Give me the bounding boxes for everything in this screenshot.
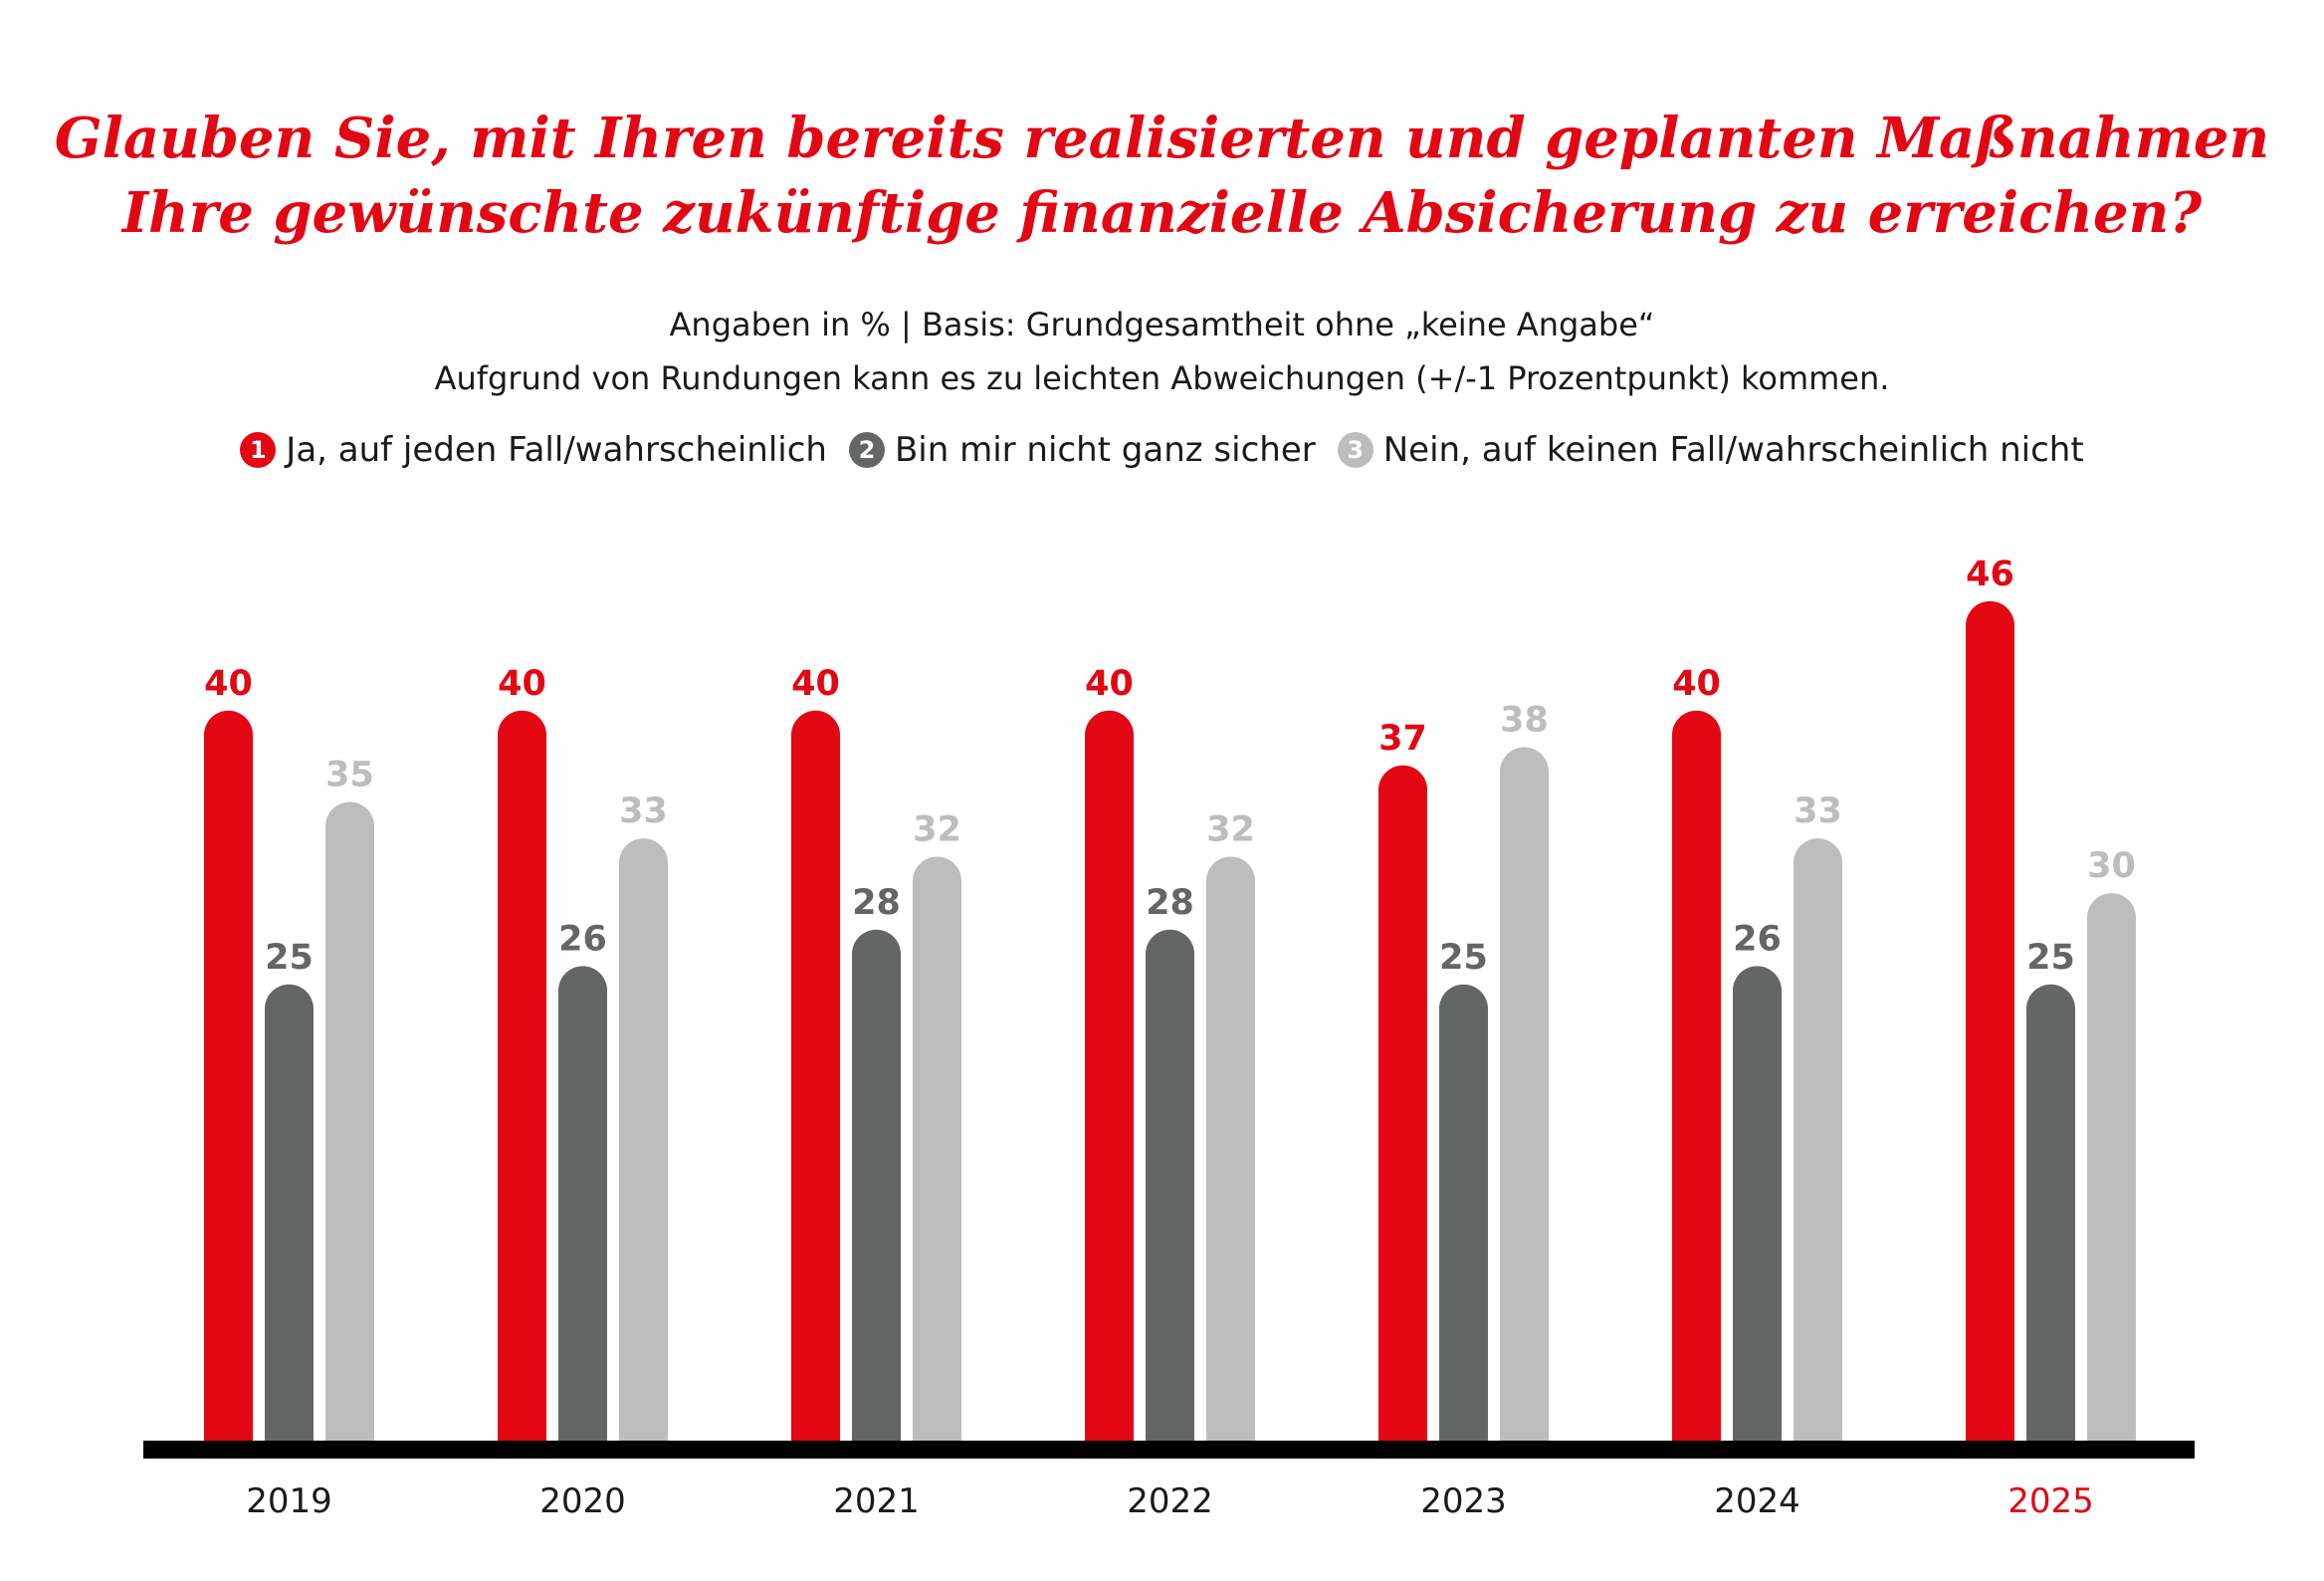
legend-marker-3: 3 [1337,432,1373,468]
legend-marker-1: 1 [240,432,277,468]
data-label: 40 [498,664,546,704]
bar-2021-series-3 [912,856,961,1441]
legend-item-unsure: 2 Bin mir nicht ganz sicher [848,428,1316,472]
data-label: 25 [2026,938,2075,978]
x-tick-label: 2021 [833,1481,920,1521]
bar-2021-series-2 [852,929,901,1441]
data-label: 38 [1500,700,1549,740]
data-label: 28 [1146,883,1194,923]
x-tick-label: 2024 [1714,1481,1800,1521]
bar-2024-series-1 [1672,710,1721,1441]
bar-2023-series-1 [1378,765,1427,1441]
bar-2024-series-3 [1794,838,1842,1441]
data-label: 46 [1966,555,2014,594]
data-label: 25 [265,938,314,978]
bar-2023-series-3 [1500,747,1549,1441]
data-label: 33 [1794,791,1842,831]
bar-2025-series-1 [1966,600,2014,1441]
subtitle-line-1: Angaben in % | Basis: Grundgesamtheit oh… [669,306,1655,343]
data-label: 28 [852,883,901,923]
data-label: 33 [619,791,668,831]
legend-item-yes: 1 Ja, auf jeden Fall/wahrscheinlich [240,428,827,472]
bar-2019-series-2 [265,984,314,1441]
bar-2019-series-1 [204,710,253,1441]
bar-2025-series-2 [2026,984,2075,1441]
x-tick-label: 2022 [1127,1481,1213,1521]
bar-2025-series-3 [2087,893,2136,1441]
data-label: 25 [1439,938,1488,978]
x-axis-baseline [143,1441,2195,1459]
data-label: 37 [1378,719,1427,759]
data-label: 40 [1085,664,1134,704]
bar-2021-series-1 [791,710,840,1441]
x-tick-label: 2025 [2007,1481,2094,1521]
data-label: 40 [791,664,840,704]
data-label: 26 [1733,919,1782,959]
chart-title-line-2: Ihre gewünschte zukünftige finanzielle A… [121,180,2203,246]
bar-2020-series-3 [619,838,668,1441]
chart-title-line-1: Glauben Sie, mit Ihren bereits realisier… [54,106,2270,171]
bar-2022-series-3 [1206,856,1255,1441]
subtitle-line-2: Aufgrund von Rundungen kann es zu leicht… [434,359,1890,397]
data-label: 32 [913,809,961,849]
data-label: 40 [204,664,253,704]
data-label: 40 [1672,664,1721,704]
bar-2019-series-3 [325,801,374,1441]
legend: 1 Ja, auf jeden Fall/wahrscheinlich 2 Bi… [0,428,2324,472]
data-label: 30 [2087,846,2136,886]
bar-2020-series-2 [558,966,607,1441]
legend-label: Bin mir nicht ganz sicher [894,430,1316,470]
data-label: 35 [325,755,374,794]
legend-label: Ja, auf jeden Fall/wahrscheinlich [286,430,827,470]
bar-2022-series-2 [1146,929,1194,1441]
bar-2024-series-2 [1733,966,1782,1441]
legend-marker-2: 2 [848,432,885,468]
data-label: 32 [1206,809,1255,849]
x-tick-label: 2019 [246,1481,332,1521]
x-tick-label: 2023 [1420,1481,1507,1521]
x-tick-label: 2020 [539,1481,626,1521]
bar-2020-series-1 [498,710,546,1441]
legend-item-no: 3 Nein, auf keinen Fall/wahrscheinlich n… [1337,428,2084,472]
legend-label: Nein, auf keinen Fall/wahrscheinlich nic… [1382,430,2084,470]
data-label: 26 [558,919,607,959]
bar-2022-series-1 [1085,710,1134,1441]
bar-2023-series-2 [1439,984,1488,1441]
